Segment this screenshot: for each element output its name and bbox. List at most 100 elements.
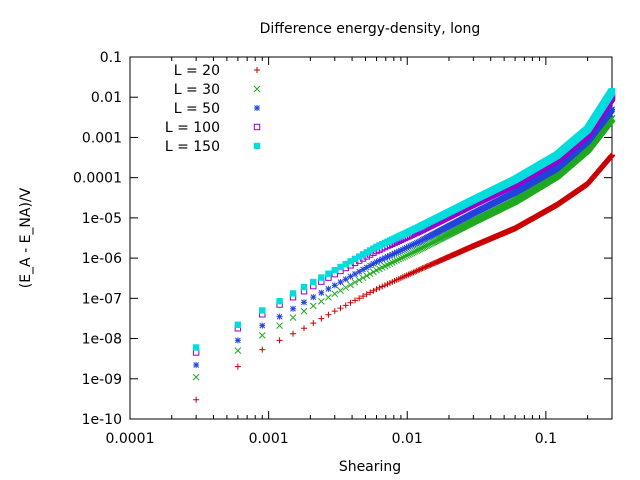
series-1 bbox=[193, 152, 615, 403]
data-point bbox=[317, 297, 325, 305]
data-point bbox=[337, 305, 344, 312]
data-point bbox=[370, 268, 377, 276]
data-point bbox=[300, 283, 308, 291]
data-point bbox=[379, 283, 386, 290]
data-point bbox=[376, 284, 383, 291]
y-tick-label: 1e-07 bbox=[82, 291, 122, 307]
data-point bbox=[259, 307, 266, 314]
data-point bbox=[234, 337, 241, 344]
data-point bbox=[373, 286, 380, 293]
data-point bbox=[192, 373, 200, 381]
data-point bbox=[391, 258, 398, 265]
data-point bbox=[418, 265, 425, 272]
data-point bbox=[420, 264, 427, 271]
data-point bbox=[352, 297, 359, 304]
data-point bbox=[192, 344, 200, 351]
data-point bbox=[234, 347, 242, 355]
x-tick-label: 0.01 bbox=[392, 431, 423, 447]
data-point bbox=[318, 315, 325, 322]
data-point bbox=[259, 346, 266, 353]
data-point bbox=[290, 305, 297, 312]
data-point bbox=[310, 294, 317, 301]
y-tick-label: 1e-09 bbox=[82, 372, 122, 388]
data-point bbox=[318, 274, 325, 281]
y-tick-label: 0.01 bbox=[91, 90, 122, 106]
data-point bbox=[395, 255, 403, 263]
data-point bbox=[234, 363, 241, 370]
data-point bbox=[370, 287, 377, 294]
data-point bbox=[301, 325, 308, 332]
y-tick-label: 0.1 bbox=[100, 50, 122, 66]
data-point bbox=[419, 265, 426, 272]
data-point bbox=[360, 293, 367, 300]
data-point bbox=[423, 263, 430, 270]
data-point bbox=[276, 337, 283, 344]
data-point bbox=[381, 282, 388, 289]
data-point bbox=[337, 287, 344, 294]
data-point bbox=[325, 293, 332, 301]
data-point bbox=[325, 311, 332, 318]
y-tick-label: 1e-05 bbox=[82, 211, 122, 227]
data-point bbox=[399, 254, 407, 261]
y-tick-label: 1e-10 bbox=[82, 412, 122, 428]
data-point bbox=[424, 262, 431, 269]
data-point bbox=[403, 252, 410, 259]
data-point bbox=[290, 330, 297, 337]
data-point bbox=[351, 278, 359, 286]
data-point bbox=[331, 282, 338, 289]
data-point bbox=[416, 266, 423, 273]
data-point bbox=[355, 276, 363, 284]
data-point bbox=[342, 302, 349, 309]
data-point bbox=[342, 276, 349, 283]
data-point bbox=[363, 291, 370, 298]
data-point bbox=[406, 250, 414, 258]
data-point bbox=[193, 396, 200, 403]
data-point bbox=[289, 314, 297, 322]
y-tick-label: 0.001 bbox=[82, 130, 122, 146]
data-point bbox=[337, 279, 344, 286]
data-point bbox=[325, 285, 332, 292]
data-point bbox=[609, 152, 615, 159]
data-point bbox=[331, 308, 338, 315]
data-point bbox=[300, 307, 308, 315]
data-point bbox=[408, 249, 416, 257]
data-point bbox=[301, 299, 308, 306]
x-tick-label: 0.1 bbox=[535, 431, 557, 447]
y-tick-label: 1e-08 bbox=[82, 332, 122, 348]
data-point bbox=[310, 278, 317, 286]
data-point bbox=[359, 274, 367, 282]
x-tick-label: 0.001 bbox=[249, 431, 289, 447]
data-point bbox=[367, 289, 374, 296]
data-point bbox=[401, 253, 409, 260]
data-point bbox=[415, 267, 422, 274]
data-point bbox=[405, 251, 412, 259]
data-point bbox=[342, 284, 350, 291]
axis-ticks: 0.0001 0.001 0.01 0.1 1e-10 1e-09 1e-08 1e-07 1e… bbox=[73, 50, 612, 447]
data-point bbox=[318, 289, 325, 296]
data-point bbox=[276, 322, 283, 329]
chart-title: Difference energy-density, long bbox=[260, 21, 481, 37]
data-point bbox=[325, 270, 332, 277]
data-point bbox=[397, 254, 405, 262]
data-point bbox=[309, 302, 317, 310]
data-point bbox=[331, 290, 339, 298]
data-point bbox=[276, 313, 283, 320]
data-point bbox=[347, 281, 354, 289]
data-marks bbox=[192, 88, 616, 403]
data-point bbox=[259, 322, 266, 329]
data-point bbox=[410, 248, 417, 256]
data-point bbox=[331, 267, 338, 274]
data-point bbox=[193, 362, 200, 369]
plot-frame bbox=[129, 56, 613, 420]
data-point bbox=[347, 299, 354, 306]
data-point bbox=[234, 321, 242, 328]
y-tick-label: 0.0001 bbox=[73, 171, 122, 187]
data-point bbox=[310, 320, 317, 327]
series-5 bbox=[192, 88, 616, 351]
data-point bbox=[276, 297, 283, 305]
data-point bbox=[289, 290, 297, 297]
data-point bbox=[422, 264, 429, 271]
data-point bbox=[258, 332, 266, 339]
data-point bbox=[366, 270, 374, 278]
